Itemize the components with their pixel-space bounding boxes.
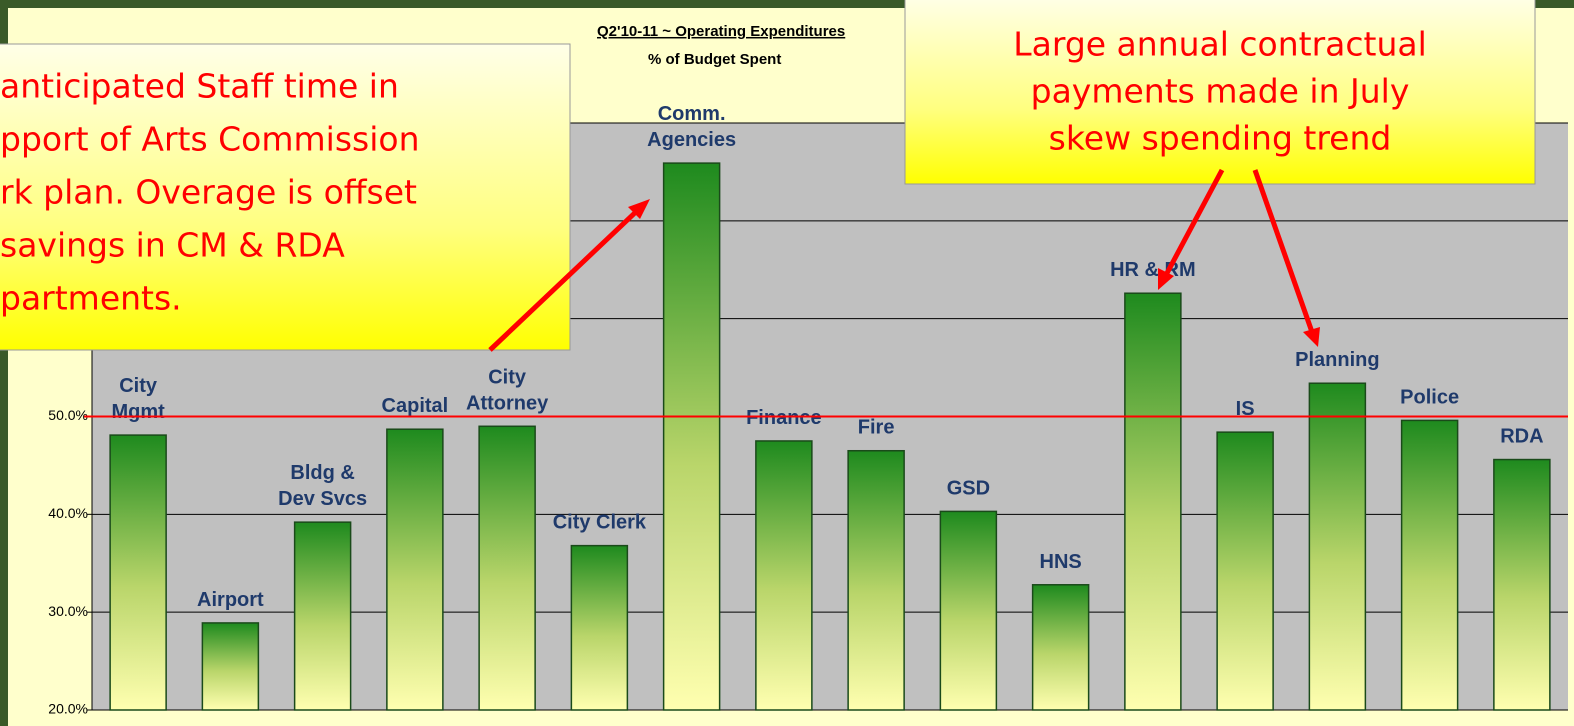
bar-label: Comm. Agencies (647, 103, 736, 151)
bar-label: Finance (746, 407, 822, 429)
plot-layer: 20.0%30.0%40.0%50.0%60.0%70.0%80.0%CityM… (48, 103, 1568, 717)
bar (109, 434, 167, 711)
bar (1216, 431, 1274, 711)
bar-label: Fire (858, 417, 895, 439)
bar (201, 622, 260, 711)
bar-label: HNS (1040, 551, 1082, 573)
callout-box (904, 0, 1536, 185)
bar (755, 440, 813, 711)
bar-label: HR & RM (1110, 260, 1196, 282)
bar-label: Capital (382, 395, 449, 417)
bar (1400, 419, 1459, 711)
chart-title: Q2'10-11 ~ Operating Expenditures (597, 23, 845, 40)
callout-text: anticipated Staff time in (0, 67, 399, 106)
bar (478, 425, 536, 711)
bar-label: Airport (197, 589, 264, 611)
arrow (1163, 168, 1225, 277)
callout-text: pport of Arts Commission (0, 120, 420, 159)
callout-box (0, 43, 571, 351)
chart-subtitle: % of Budget Spent (648, 51, 781, 68)
bar (570, 544, 629, 711)
arrow (488, 206, 642, 352)
bar (293, 521, 352, 711)
arrow (1252, 169, 1315, 333)
bar (1493, 458, 1551, 711)
bar-label: IS (1236, 398, 1255, 420)
callout-text: savings in CM & RDA (0, 226, 345, 265)
callout-text: rk plan. Overage is offset (0, 173, 417, 212)
callout-text: Large annual contractual (1013, 25, 1427, 64)
y-tick-label: 40.0% (48, 505, 88, 521)
bar-label: Police (1400, 387, 1459, 409)
y-tick-label: 20.0% (48, 701, 88, 717)
arrow-head (1303, 327, 1320, 347)
bar-label: RDA (1500, 426, 1543, 448)
callout-text: payments made in July (1031, 72, 1410, 111)
bar (1124, 292, 1182, 711)
bar-label: City Attorney (466, 367, 549, 415)
callout-text: skew spending trend (1049, 119, 1392, 158)
arrow-head (628, 199, 650, 219)
bar-label: GSD (947, 478, 990, 500)
bar-label: City Clerk (553, 512, 647, 534)
y-tick-label: 50.0% (48, 407, 88, 423)
bar-label: City Mgmt (111, 375, 165, 423)
y-tick-label: 30.0% (48, 603, 88, 619)
bar (847, 449, 905, 711)
bar (1308, 382, 1367, 711)
arrow-head (1158, 268, 1174, 290)
bar-label: Bldg & Dev Svcs (278, 462, 367, 510)
bar (1031, 584, 1090, 711)
bar (386, 428, 444, 711)
callout-text: partments. (0, 279, 182, 318)
bar-label: Planning (1295, 350, 1379, 372)
bar (662, 162, 721, 711)
bar (939, 510, 998, 711)
annotation-layer: anticipated Staff time in pport of Arts C… (0, 0, 1536, 352)
